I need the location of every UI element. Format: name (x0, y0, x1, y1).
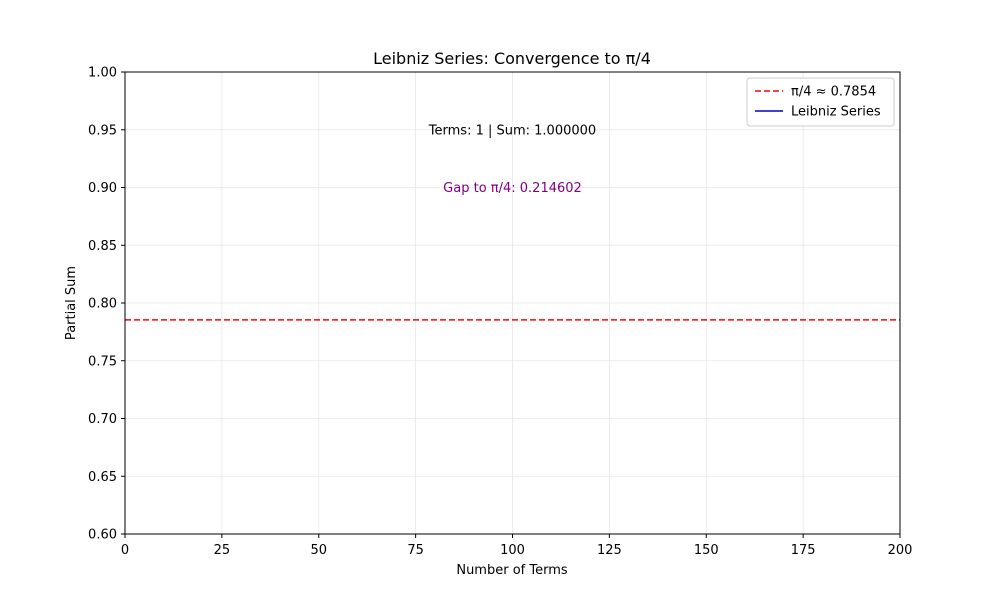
y-tick-label: 0.60 (88, 528, 117, 543)
x-tick-label: 150 (694, 543, 719, 558)
y-tick-label: 0.90 (88, 181, 117, 196)
chart-title: Leibniz Series: Convergence to π/4 (373, 49, 651, 68)
y-tick-label: 0.85 (88, 239, 117, 254)
legend-label: Leibniz Series (791, 105, 881, 120)
annotations: Terms: 1 | Sum: 1.000000 Gap to π/4: 0.21… (428, 123, 596, 196)
y-tick-label: 0.80 (88, 297, 117, 312)
legend-box (746, 77, 895, 127)
y-tick-label: 0.95 (88, 123, 117, 138)
x-tick-label: 50 (310, 543, 327, 558)
x-tick-label: 100 (500, 543, 525, 558)
y-axis-label: Partial Sum (64, 266, 79, 340)
y-tick-label: 0.65 (88, 470, 117, 485)
x-tick-label: 75 (407, 543, 424, 558)
x-tick-label: 200 (888, 543, 913, 558)
annotation-text: Gap to π/4: 0.214602 (443, 181, 582, 196)
x-tick-label: 125 (597, 543, 622, 558)
y-tick-label: 0.70 (88, 412, 117, 427)
legend-label: π/4 ≈ 0.7854 (791, 85, 876, 100)
y-tick-label: 1.00 (88, 66, 117, 81)
x-tick-label: 0 (121, 543, 129, 558)
y-tick-label: 0.75 (88, 354, 117, 369)
legend: π/4 ≈ 0.7854 Leibniz Series (746, 77, 895, 127)
annotation-text: Terms: 1 | Sum: 1.000000 (428, 123, 596, 138)
axis-ticks: 0 25 50 75 100 125 150 175 200 0.60 0.65 0.70 0.75 0.… (88, 66, 912, 559)
plot-series (125, 319, 900, 321)
x-tick-label: 175 (791, 543, 816, 558)
x-tick-label: 25 (214, 543, 231, 558)
x-axis-label: Number of Terms (456, 563, 568, 578)
